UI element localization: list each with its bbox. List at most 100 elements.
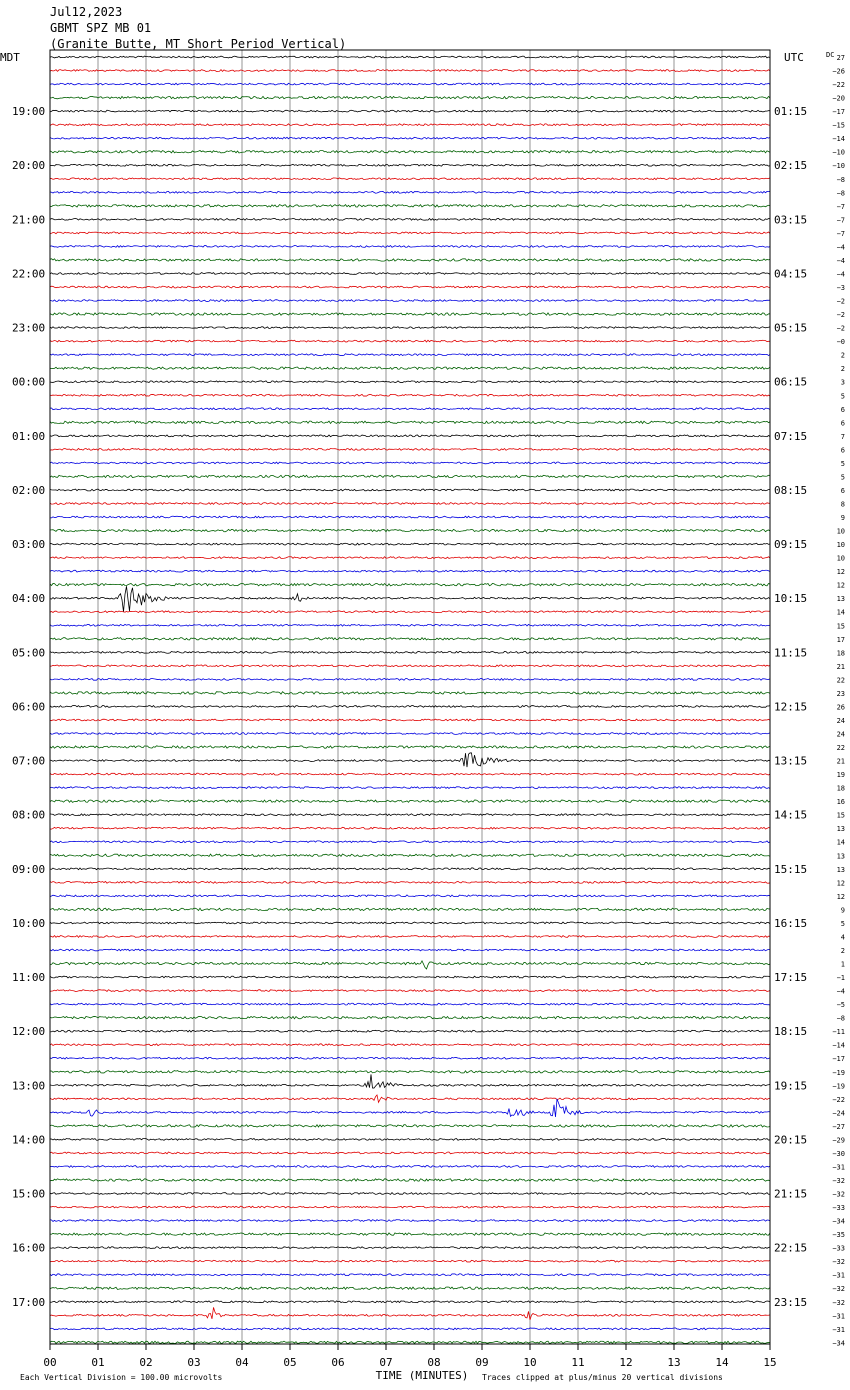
trace-row-27 bbox=[49, 420, 771, 425]
trace-row-40 bbox=[49, 586, 771, 612]
trace-row-38 bbox=[49, 569, 771, 573]
trace-row-62 bbox=[49, 894, 771, 898]
trace-row-39 bbox=[49, 582, 771, 587]
trace-row-25 bbox=[49, 393, 771, 397]
dc-offset-value: −20 bbox=[832, 95, 845, 103]
left-hour-label: 14:00 bbox=[12, 1133, 45, 1146]
trace-row-55 bbox=[49, 799, 771, 804]
right-hour-label: 07:15 bbox=[774, 430, 807, 443]
station-id: GBMT SPZ MB 01 bbox=[50, 21, 152, 35]
trace-row-60 bbox=[49, 867, 771, 871]
trace-row-14 bbox=[49, 244, 771, 248]
right-hour-label: 02:15 bbox=[774, 159, 807, 172]
dc-offset-value: 18 bbox=[837, 785, 845, 793]
dc-offset-value: −31 bbox=[832, 1163, 845, 1171]
left-hour-label: 02:00 bbox=[12, 484, 45, 497]
trace-row-6 bbox=[49, 136, 771, 140]
dc-offset-value: −19 bbox=[832, 1082, 845, 1090]
left-hour-label: 05:00 bbox=[12, 646, 45, 659]
dc-offset-value: −29 bbox=[832, 1136, 845, 1144]
trace-row-3 bbox=[49, 95, 771, 100]
dc-offset-value: −33 bbox=[832, 1204, 845, 1212]
x-tick-label: 15 bbox=[763, 1356, 776, 1369]
left-hour-label: 12:00 bbox=[12, 1025, 45, 1038]
dc-offset-value: −22 bbox=[832, 1096, 845, 1104]
right-hour-label: 01:15 bbox=[774, 105, 807, 118]
trace-row-66 bbox=[49, 948, 771, 952]
dc-offset-value: 13 bbox=[837, 852, 845, 860]
dc-offset-value: −5 bbox=[837, 1001, 845, 1009]
left-hour-label: 04:00 bbox=[12, 592, 45, 605]
trace-row-80 bbox=[49, 1137, 771, 1141]
x-tick-label: 02 bbox=[139, 1356, 152, 1369]
trace-row-81 bbox=[49, 1151, 771, 1155]
trace-row-58 bbox=[49, 840, 771, 844]
dc-offset-value: 12 bbox=[837, 893, 845, 901]
trace-row-75 bbox=[49, 1069, 771, 1074]
trace-row-93 bbox=[49, 1307, 771, 1321]
dc-offset-value: −17 bbox=[832, 1055, 845, 1063]
dc-offset-value: −8 bbox=[837, 1015, 845, 1023]
trace-row-50 bbox=[49, 732, 771, 735]
dc-offset-value: 24 bbox=[837, 717, 845, 725]
x-tick-label: 14 bbox=[715, 1356, 729, 1369]
trace-row-15 bbox=[49, 258, 771, 262]
trace-row-29 bbox=[49, 447, 771, 451]
dc-offset-value: −7 bbox=[837, 230, 845, 238]
trace-row-21 bbox=[49, 339, 771, 343]
right-hour-label: 14:15 bbox=[774, 809, 807, 822]
dc-offset-value: 2 bbox=[841, 365, 845, 373]
trace-row-24 bbox=[49, 380, 771, 384]
right-hour-label: 03:15 bbox=[774, 213, 807, 226]
left-hour-label: 13:00 bbox=[12, 1079, 45, 1092]
trace-group bbox=[49, 55, 771, 1345]
trace-row-70 bbox=[49, 1002, 771, 1006]
trace-row-71 bbox=[49, 1015, 771, 1020]
trace-row-26 bbox=[49, 407, 771, 411]
dc-offset-value: −22 bbox=[832, 81, 845, 89]
trace-row-57 bbox=[49, 826, 771, 830]
trace-row-67 bbox=[49, 959, 771, 970]
dc-offset-value: −4 bbox=[837, 257, 845, 265]
trace-row-46 bbox=[49, 677, 771, 681]
trace-row-84 bbox=[49, 1192, 771, 1195]
dc-offset-value: −8 bbox=[837, 176, 845, 184]
trace-row-4 bbox=[49, 109, 771, 113]
dc-offset-value: 10 bbox=[837, 528, 845, 536]
dc-offset-value: 5 bbox=[841, 460, 845, 468]
dc-offset-value: 10 bbox=[837, 541, 845, 549]
trace-row-86 bbox=[49, 1219, 771, 1223]
trace-row-52 bbox=[49, 752, 771, 768]
trace-row-53 bbox=[49, 772, 771, 776]
dc-offset-value: 8 bbox=[841, 500, 845, 508]
left-hour-label: 16:00 bbox=[12, 1242, 45, 1255]
trace-row-47 bbox=[49, 691, 771, 695]
dc-label: DC bbox=[826, 51, 834, 59]
dc-offset-value: −24 bbox=[832, 1109, 845, 1117]
dc-offset-value: −34 bbox=[832, 1339, 845, 1347]
right-hour-label: 12:15 bbox=[774, 700, 807, 713]
trace-row-76 bbox=[49, 1074, 771, 1089]
trace-row-34 bbox=[49, 515, 771, 519]
dc-offset-value: −34 bbox=[832, 1218, 845, 1226]
trace-row-82 bbox=[49, 1164, 771, 1168]
dc-offset-value: 27 bbox=[837, 54, 845, 62]
trace-row-12 bbox=[49, 217, 771, 221]
trace-row-54 bbox=[49, 786, 771, 790]
dc-offset-value: 22 bbox=[837, 676, 845, 684]
trace-row-1 bbox=[49, 69, 771, 72]
dc-offset-value: −31 bbox=[832, 1326, 845, 1334]
trace-row-65 bbox=[49, 934, 771, 938]
station-description: (Granite Butte, MT Short Period Vertical… bbox=[50, 37, 347, 51]
dc-offset-value: 19 bbox=[837, 771, 845, 779]
trace-row-92 bbox=[49, 1300, 771, 1304]
left-hour-label: 17:00 bbox=[12, 1296, 45, 1309]
right-hour-label: 05:15 bbox=[774, 322, 807, 335]
trace-row-11 bbox=[49, 204, 771, 208]
dc-offset-labels: 27−26−22−20−17−15−14−10−10−8−8−7−7−7−4−4… bbox=[832, 54, 845, 1347]
trace-row-32 bbox=[49, 488, 771, 492]
x-tick-label: 06 bbox=[331, 1356, 344, 1369]
dc-offset-value: 26 bbox=[837, 703, 845, 711]
x-tick-label: 05 bbox=[283, 1356, 296, 1369]
left-hour-label: 11:00 bbox=[12, 971, 45, 984]
